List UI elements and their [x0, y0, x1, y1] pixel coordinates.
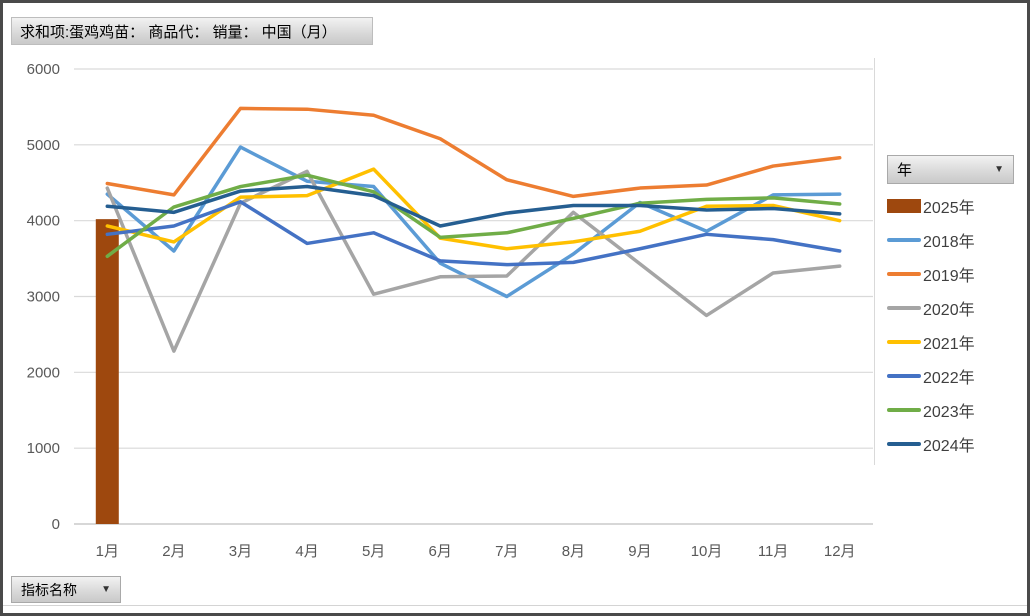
axis-field-label: 指标名称 — [21, 581, 77, 598]
y-axis-tick-label: 6000 — [27, 61, 60, 78]
y-axis-tick-label: 2000 — [27, 364, 60, 381]
legend-item: 2018年 — [887, 223, 1027, 257]
legend-swatch — [887, 340, 921, 344]
axis-field-button[interactable]: 指标名称 ▼ — [11, 576, 121, 603]
legend-item: 2019年 — [887, 257, 1027, 291]
legend-swatch — [887, 199, 921, 213]
series-line-2024年 — [105, 184, 842, 228]
legend-field-button[interactable]: 年 ▼ — [887, 155, 1014, 184]
bar-2025年 — [95, 219, 119, 524]
legend-label: 2021年 — [923, 336, 975, 353]
legend-swatch — [887, 442, 921, 446]
window-bottom-divider — [3, 605, 1027, 606]
series-line-2023年 — [105, 173, 842, 259]
chevron-down-icon: ▼ — [994, 163, 1004, 175]
x-axis-label: 3月 — [229, 543, 252, 560]
series-line-2020年 — [105, 169, 842, 353]
legend-label: 2022年 — [923, 370, 975, 387]
x-axis-label: 1月 — [96, 543, 119, 560]
x-axis-label: 2月 — [162, 543, 185, 560]
x-axis-label: 9月 — [628, 543, 651, 560]
legend-swatch — [887, 306, 921, 310]
y-axis-tick-label: 1000 — [27, 440, 60, 457]
legend-item: 2024年 — [887, 427, 1027, 461]
legend-label: 2023年 — [923, 404, 975, 421]
y-axis-tick-label: 5000 — [27, 137, 60, 154]
x-axis-label: 10月 — [691, 543, 723, 560]
legend-field-label: 年 — [897, 162, 913, 179]
series-line-2018年 — [105, 145, 842, 299]
pivot-title-label: 求和项:蛋鸡鸡苗： 商品代： 销量： 中国（月） — [20, 23, 337, 41]
x-axis-label: 8月 — [562, 543, 585, 560]
legend-swatch — [887, 374, 921, 378]
legend-label: 2025年 — [923, 200, 975, 217]
series-line-2022年 — [105, 199, 842, 267]
y-axis-tick-label: 0 — [52, 516, 60, 533]
x-axis-label: 7月 — [495, 543, 518, 560]
legend-label: 2018年 — [923, 234, 975, 251]
chevron-down-icon: ▼ — [101, 583, 111, 595]
x-axis-label: 5月 — [362, 543, 385, 560]
x-axis-label: 12月 — [824, 543, 856, 560]
pivot-title-field-button[interactable]: 求和项:蛋鸡鸡苗： 商品代： 销量： 中国（月） — [11, 17, 373, 45]
x-axis-label: 11月 — [758, 543, 789, 560]
legend-swatch — [887, 238, 921, 242]
legend-label: 2019年 — [923, 268, 975, 285]
legend-item: 2022年 — [887, 359, 1027, 393]
y-axis-tick-label: 3000 — [27, 289, 60, 306]
y-axis-tick-label: 4000 — [27, 213, 60, 230]
legend-label: 2020年 — [923, 302, 975, 319]
legend-item: 2020年 — [887, 291, 1027, 325]
legend-item: 2023年 — [887, 393, 1027, 427]
x-axis-label: 6月 — [429, 543, 452, 560]
x-axis-label: 4月 — [295, 543, 318, 560]
legend-swatch — [887, 408, 921, 412]
series-line-2019年 — [105, 106, 842, 199]
legend-label: 2024年 — [923, 438, 975, 455]
legend-swatch — [887, 272, 921, 276]
legend-item: 2025年 — [887, 189, 1027, 223]
chart-plot-area: 0 1000 2000 3000 4000 5000 6000 1月 2月 3月 4月 5月 6月 7月 8… — [27, 58, 875, 560]
legend-item: 2021年 — [887, 325, 1027, 359]
chart-legend: 2025年 2018年 2019年 2020年 2021年 2022年 2023年 2024年 — [887, 189, 1027, 461]
